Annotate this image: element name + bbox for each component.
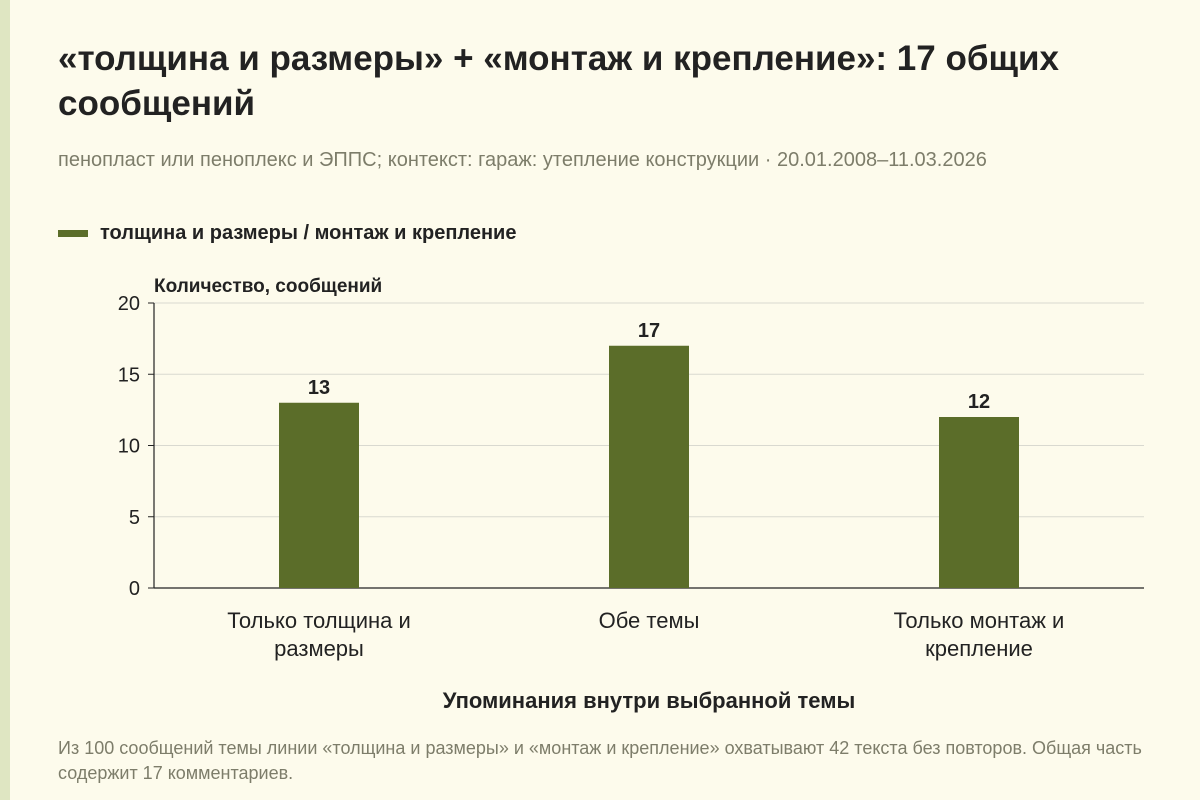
x-tick-label-line: размеры <box>274 636 364 661</box>
y-tick-label: 0 <box>129 578 140 600</box>
chart-title: «толщина и размеры» + «монтаж и креплени… <box>58 39 1059 123</box>
legend-swatch <box>58 229 88 237</box>
y-tick-label: 5 <box>129 507 140 529</box>
bar-value-label: 17 <box>638 320 660 342</box>
bar-value-label: 12 <box>968 391 990 413</box>
y-axis-label: Количество, сообщений <box>154 276 382 297</box>
bar-chart: 0 5 10 15 20 Количество, сообщений 13 Только то… <box>118 276 1144 713</box>
x-tick-label-line: Только монтаж и <box>894 608 1065 633</box>
x-tick-label: Только толщина и размеры <box>227 608 411 661</box>
x-tick-label-line: крепление <box>925 636 1033 661</box>
legend: толщина и размеры / монтаж и крепление <box>58 219 516 247</box>
x-tick-label-line: Только толщина и <box>227 608 411 633</box>
y-tick-label: 10 <box>118 436 140 458</box>
x-tick-label: Только монтаж и крепление <box>894 608 1065 661</box>
x-tick-label-line: Обе темы <box>599 608 700 633</box>
y-tick-label: 20 <box>118 293 140 315</box>
x-tick-label: Обе темы <box>599 608 700 633</box>
bar <box>939 417 1019 588</box>
y-tick-label: 15 <box>118 364 140 386</box>
bar <box>279 402 359 588</box>
chart-footnote: Из 100 сообщений темы линии «толщина и р… <box>58 738 1142 783</box>
legend-label: толщина и размеры / монтаж и крепление <box>100 221 517 244</box>
bar-value-label: 13 <box>308 377 330 399</box>
chart-subtitle: пенопласт или пеноплекс и ЭППС; контекст… <box>58 149 987 171</box>
left-accent-stripe <box>0 0 10 800</box>
x-axis-label: Упоминания внутри выбранной темы <box>443 688 856 713</box>
bar <box>609 345 689 588</box>
